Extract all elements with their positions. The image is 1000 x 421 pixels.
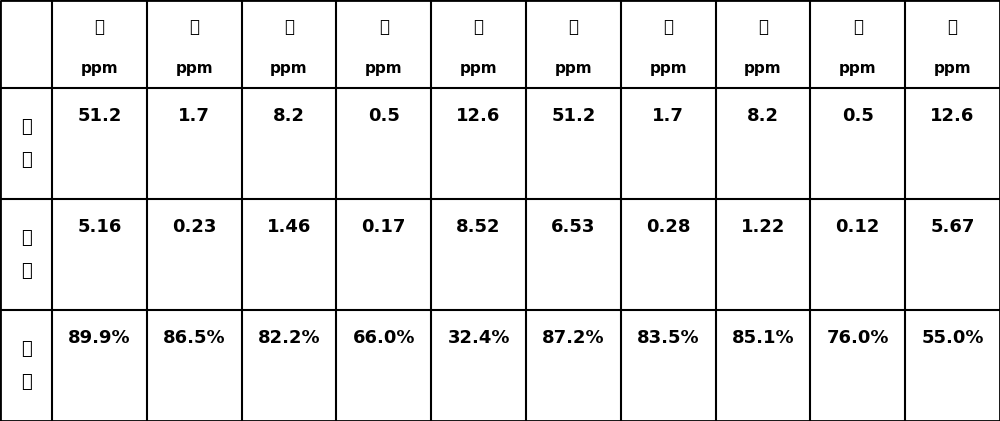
Text: 铅: 铅 bbox=[284, 18, 294, 35]
Text: 8.52: 8.52 bbox=[456, 218, 501, 236]
Text: ppm: ppm bbox=[81, 61, 118, 77]
Text: 镟: 镟 bbox=[663, 18, 673, 35]
Text: 汞: 汞 bbox=[853, 18, 863, 35]
Text: 1.22: 1.22 bbox=[741, 218, 785, 236]
Text: 1.7: 1.7 bbox=[178, 107, 210, 125]
Text: 8.2: 8.2 bbox=[747, 107, 779, 125]
Text: 1.46: 1.46 bbox=[267, 218, 311, 236]
Text: 32.4%: 32.4% bbox=[447, 329, 510, 347]
Text: 12.6: 12.6 bbox=[930, 107, 975, 125]
Text: 82.2%: 82.2% bbox=[258, 329, 320, 347]
Text: 理: 理 bbox=[21, 118, 31, 136]
Text: ppm: ppm bbox=[934, 61, 971, 77]
Text: 5.67: 5.67 bbox=[930, 218, 975, 236]
Text: ppm: ppm bbox=[839, 61, 877, 77]
Text: 12.6: 12.6 bbox=[456, 107, 501, 125]
Text: 8.2: 8.2 bbox=[273, 107, 305, 125]
Text: 前: 前 bbox=[21, 152, 31, 170]
Text: 0.28: 0.28 bbox=[646, 218, 690, 236]
Text: 铅: 铅 bbox=[758, 18, 768, 35]
Text: 0.5: 0.5 bbox=[368, 107, 400, 125]
Text: 镟: 镟 bbox=[189, 18, 199, 35]
Text: 理: 理 bbox=[21, 229, 31, 247]
Text: 76.0%: 76.0% bbox=[827, 329, 889, 347]
Text: 0.5: 0.5 bbox=[842, 107, 874, 125]
Text: 0.23: 0.23 bbox=[172, 218, 216, 236]
Text: 87.2%: 87.2% bbox=[542, 329, 605, 347]
Text: ppm: ppm bbox=[460, 61, 497, 77]
Text: 89.9%: 89.9% bbox=[68, 329, 131, 347]
Text: ppm: ppm bbox=[555, 61, 592, 77]
Text: 后: 后 bbox=[21, 262, 31, 280]
Text: ppm: ppm bbox=[744, 61, 782, 77]
Text: 6.53: 6.53 bbox=[551, 218, 596, 236]
Text: 率: 率 bbox=[21, 373, 31, 391]
Text: 础: 础 bbox=[948, 18, 958, 35]
Text: ppm: ppm bbox=[649, 61, 687, 77]
Text: 汞: 汞 bbox=[379, 18, 389, 35]
Text: 除: 除 bbox=[21, 340, 31, 358]
Text: 85.1%: 85.1% bbox=[732, 329, 794, 347]
Text: 66.0%: 66.0% bbox=[353, 329, 415, 347]
Text: 86.5%: 86.5% bbox=[163, 329, 226, 347]
Text: ppm: ppm bbox=[365, 61, 403, 77]
Text: 铜: 铜 bbox=[568, 18, 578, 35]
Text: 55.0%: 55.0% bbox=[921, 329, 984, 347]
Text: 83.5%: 83.5% bbox=[637, 329, 700, 347]
Text: 51.2: 51.2 bbox=[77, 107, 122, 125]
Text: 铜: 铜 bbox=[94, 18, 104, 35]
Text: 5.16: 5.16 bbox=[77, 218, 122, 236]
Text: ppm: ppm bbox=[270, 61, 308, 77]
Text: 1.7: 1.7 bbox=[652, 107, 684, 125]
Text: ppm: ppm bbox=[175, 61, 213, 77]
Text: 础: 础 bbox=[474, 18, 484, 35]
Text: 51.2: 51.2 bbox=[551, 107, 596, 125]
Text: 0.12: 0.12 bbox=[836, 218, 880, 236]
Text: 0.17: 0.17 bbox=[362, 218, 406, 236]
